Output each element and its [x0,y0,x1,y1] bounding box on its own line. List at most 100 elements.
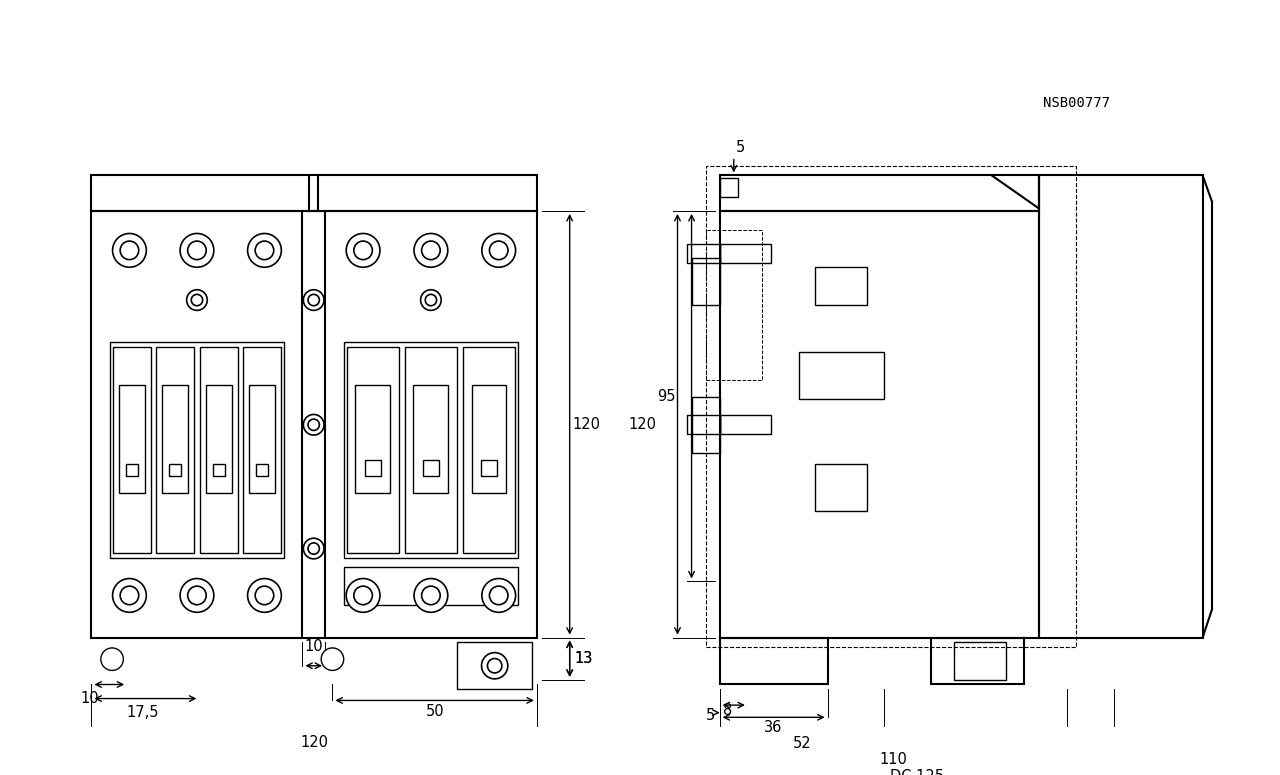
Circle shape [247,233,282,267]
Bar [113,347,151,553]
Bar [347,347,399,553]
Bar [212,463,225,476]
Bar [471,385,507,493]
Circle shape [303,415,324,435]
Bar [91,211,536,638]
Bar [206,385,232,493]
Bar [800,352,883,398]
Circle shape [113,233,146,267]
Circle shape [481,233,516,267]
Circle shape [321,648,344,670]
Text: 120: 120 [572,417,600,432]
Bar [719,638,828,684]
Circle shape [421,241,440,260]
Bar [719,175,1038,211]
Circle shape [481,653,508,679]
Text: 120: 120 [301,735,328,750]
Bar [91,175,536,211]
Circle shape [489,241,508,260]
Text: 120: 120 [628,417,657,432]
Bar [413,385,448,493]
Circle shape [489,586,508,604]
Circle shape [101,648,123,670]
Bar [687,244,719,263]
Text: 13: 13 [575,651,593,666]
Bar [356,385,390,493]
Bar [250,385,275,493]
Bar [815,267,867,305]
Circle shape [308,294,320,305]
Circle shape [187,290,207,310]
Circle shape [421,290,442,310]
Bar [691,258,719,305]
Bar [163,385,188,493]
Circle shape [481,579,516,612]
Bar [344,567,518,604]
Circle shape [413,233,448,267]
Text: 5: 5 [736,140,745,155]
Text: 17,5: 17,5 [127,705,159,720]
Bar [365,460,381,476]
Circle shape [255,586,274,604]
Circle shape [413,579,448,612]
Circle shape [346,579,380,612]
Bar [481,460,497,476]
Text: NSB00777: NSB00777 [1043,96,1110,110]
Bar [719,244,772,263]
Bar [815,464,867,511]
Bar [463,347,516,553]
Circle shape [303,290,324,310]
Text: DC 125: DC 125 [890,769,943,775]
Bar [457,642,532,689]
Bar [422,460,439,476]
Circle shape [308,419,320,430]
Circle shape [488,659,502,673]
Bar [344,343,518,558]
Circle shape [120,586,138,604]
Bar [256,463,268,476]
Circle shape [113,579,146,612]
Bar [954,642,1006,680]
Text: 52: 52 [792,736,812,751]
Text: 10: 10 [305,639,323,655]
Bar [687,415,719,434]
Bar [200,347,238,553]
Bar [931,638,1024,684]
Text: 8: 8 [723,703,732,718]
Text: 50: 50 [425,704,444,719]
Circle shape [180,233,214,267]
Text: 5: 5 [705,708,716,723]
Circle shape [353,241,372,260]
Bar [169,463,182,476]
Circle shape [421,586,440,604]
Bar [125,463,138,476]
Circle shape [180,579,214,612]
Circle shape [425,294,436,305]
Circle shape [191,294,202,305]
Text: 10: 10 [81,691,99,706]
Text: 13: 13 [575,651,593,666]
Bar [691,397,719,453]
Circle shape [353,586,372,604]
Circle shape [188,241,206,260]
Bar [719,211,1038,638]
Circle shape [303,538,324,559]
Bar [719,415,772,434]
Bar [243,347,280,553]
Circle shape [188,586,206,604]
Bar [705,166,1076,647]
Circle shape [346,233,380,267]
Bar [404,347,457,553]
Bar [156,347,195,553]
Text: 95: 95 [657,389,676,404]
Bar [705,229,762,380]
Bar [110,343,284,558]
Text: 110: 110 [879,752,908,767]
Circle shape [120,241,138,260]
Bar [119,385,145,493]
Circle shape [308,542,320,554]
Text: 36: 36 [764,720,783,735]
Circle shape [255,241,274,260]
Bar [719,178,739,197]
Circle shape [247,579,282,612]
